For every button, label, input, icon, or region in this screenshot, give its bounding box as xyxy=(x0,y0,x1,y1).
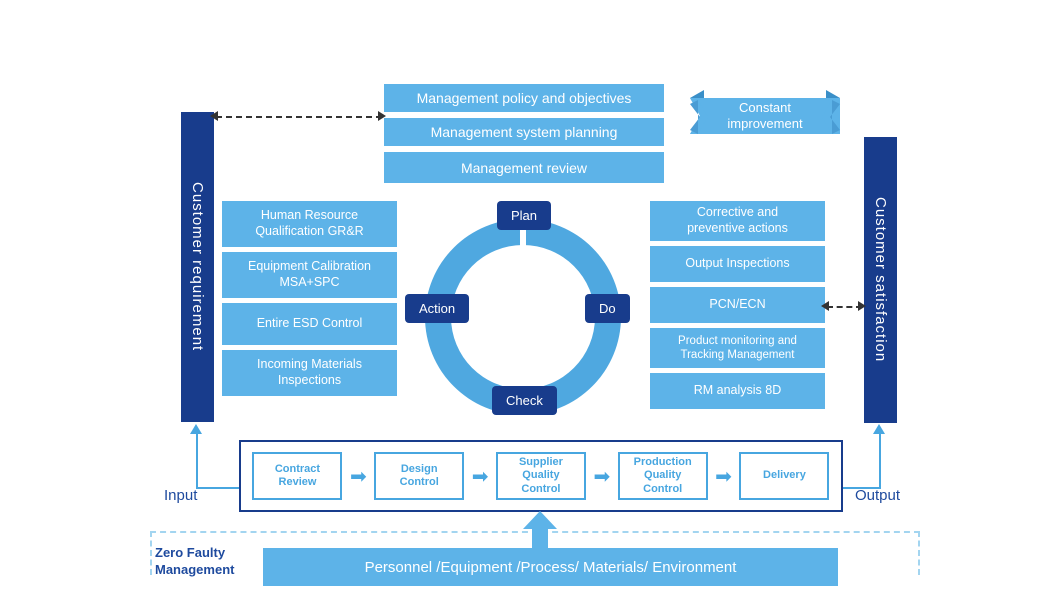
diagram-canvas: Customer requirement Customer satisfacti… xyxy=(0,0,1060,607)
output-label: Output xyxy=(855,487,900,504)
arrowhead-right-icon xyxy=(378,111,386,121)
right-item-0: Corrective and preventive actions xyxy=(650,201,825,241)
flow-step-label: Delivery xyxy=(763,469,806,482)
pillar-left-label: Customer requirement xyxy=(189,182,206,351)
mgmt-label: Management policy and objectives xyxy=(417,90,632,106)
footer-bar-label: Personnel /Equipment /Process/ Materials… xyxy=(365,559,737,576)
flow-step-1: Design Control xyxy=(374,452,464,500)
flow-step-0: Contract Review xyxy=(252,452,342,500)
right-item-label: PCN/ECN xyxy=(709,297,765,313)
left-item-3: Incoming Materials Inspections xyxy=(222,350,397,396)
flow-step-2: Supplier Quality Control xyxy=(496,452,586,500)
flow-arrow-icon: ➡ xyxy=(593,464,610,489)
output-arrow-line xyxy=(879,432,881,488)
input-arrow-line xyxy=(196,432,198,488)
left-item-label: Equipment Calibration MSA+SPC xyxy=(248,259,371,290)
flow-arrow-icon: ➡ xyxy=(472,464,489,489)
arrowhead-left-icon xyxy=(821,301,829,311)
pdca-do: Do xyxy=(585,294,630,323)
ribbon-label: Constant improvement xyxy=(727,100,802,133)
dashed-bottom-right xyxy=(918,531,920,575)
right-item-label: Product monitoring and Tracking Manageme… xyxy=(678,334,797,363)
right-item-1: Output Inspections xyxy=(650,246,825,282)
mgmt-box-0: Management policy and objectives xyxy=(384,84,664,115)
left-item-label: Incoming Materials Inspections xyxy=(257,357,362,388)
pdca-plan: Plan xyxy=(497,201,551,230)
arrowhead-right-icon xyxy=(858,301,866,311)
flow-step-label: Contract Review xyxy=(275,463,320,489)
mgmt-box-1: Management system planning xyxy=(384,118,664,149)
mgmt-label: Management system planning xyxy=(431,124,618,140)
pdca-label: Do xyxy=(599,301,616,316)
dashed-bottom-left xyxy=(150,531,152,575)
flow-arrow-icon: ➡ xyxy=(715,464,732,489)
zero-faulty-management-label: Zero Faulty Management xyxy=(155,545,234,579)
mgmt-box-2: Management review xyxy=(384,152,664,183)
output-arrow-head-icon xyxy=(873,424,885,434)
pillar-right-label: Customer satisfaction xyxy=(872,197,889,362)
right-item-label: Output Inspections xyxy=(685,256,789,272)
left-item-1: Equipment Calibration MSA+SPC xyxy=(222,252,397,298)
flow-step-label: Supplier Quality Control xyxy=(519,456,563,496)
right-item-4: RM analysis 8D xyxy=(650,373,825,409)
pdca-check: Check xyxy=(492,386,557,415)
input-label: Input xyxy=(164,487,197,504)
connector-left-mgmt xyxy=(216,116,382,118)
input-arrow-head-icon xyxy=(190,424,202,434)
process-flow-frame: Contract Review ➡ Design Control ➡ Suppl… xyxy=(239,440,843,512)
mgmt-label: Management review xyxy=(461,160,587,176)
flow-arrow-icon: ➡ xyxy=(350,464,367,489)
left-item-0: Human Resource Qualification GR&R xyxy=(222,201,397,247)
pdca-label: Action xyxy=(419,301,455,316)
right-item-3: Product monitoring and Tracking Manageme… xyxy=(650,328,825,368)
right-item-label: RM analysis 8D xyxy=(694,383,782,399)
right-item-2: PCN/ECN xyxy=(650,287,825,323)
flow-step-label: Design Control xyxy=(400,463,439,489)
constant-improvement-ribbon: Constant improvement xyxy=(690,90,840,142)
pdca-action: Action xyxy=(405,294,469,323)
connector-pcn-right xyxy=(827,306,862,308)
output-h-line xyxy=(843,487,881,489)
flow-step-3: Production Quality Control xyxy=(618,452,708,500)
left-item-label: Human Resource Qualification GR&R xyxy=(255,208,363,239)
pdca-label: Check xyxy=(506,393,543,408)
flow-step-label: Production Quality Control xyxy=(634,456,692,496)
right-item-label: Corrective and preventive actions xyxy=(687,205,788,236)
pillar-customer-satisfaction: Customer satisfaction xyxy=(864,137,897,423)
pdca-label: Plan xyxy=(511,208,537,223)
pillar-customer-requirement: Customer requirement xyxy=(181,112,214,422)
flow-step-4: Delivery xyxy=(739,452,829,500)
zfm-text: Zero Faulty Management xyxy=(155,545,234,577)
left-item-2: Entire ESD Control xyxy=(222,303,397,345)
input-h-line xyxy=(196,487,239,489)
footer-up-arrow-icon xyxy=(523,511,557,554)
arrowhead-left-icon xyxy=(210,111,218,121)
left-item-label: Entire ESD Control xyxy=(257,316,363,332)
